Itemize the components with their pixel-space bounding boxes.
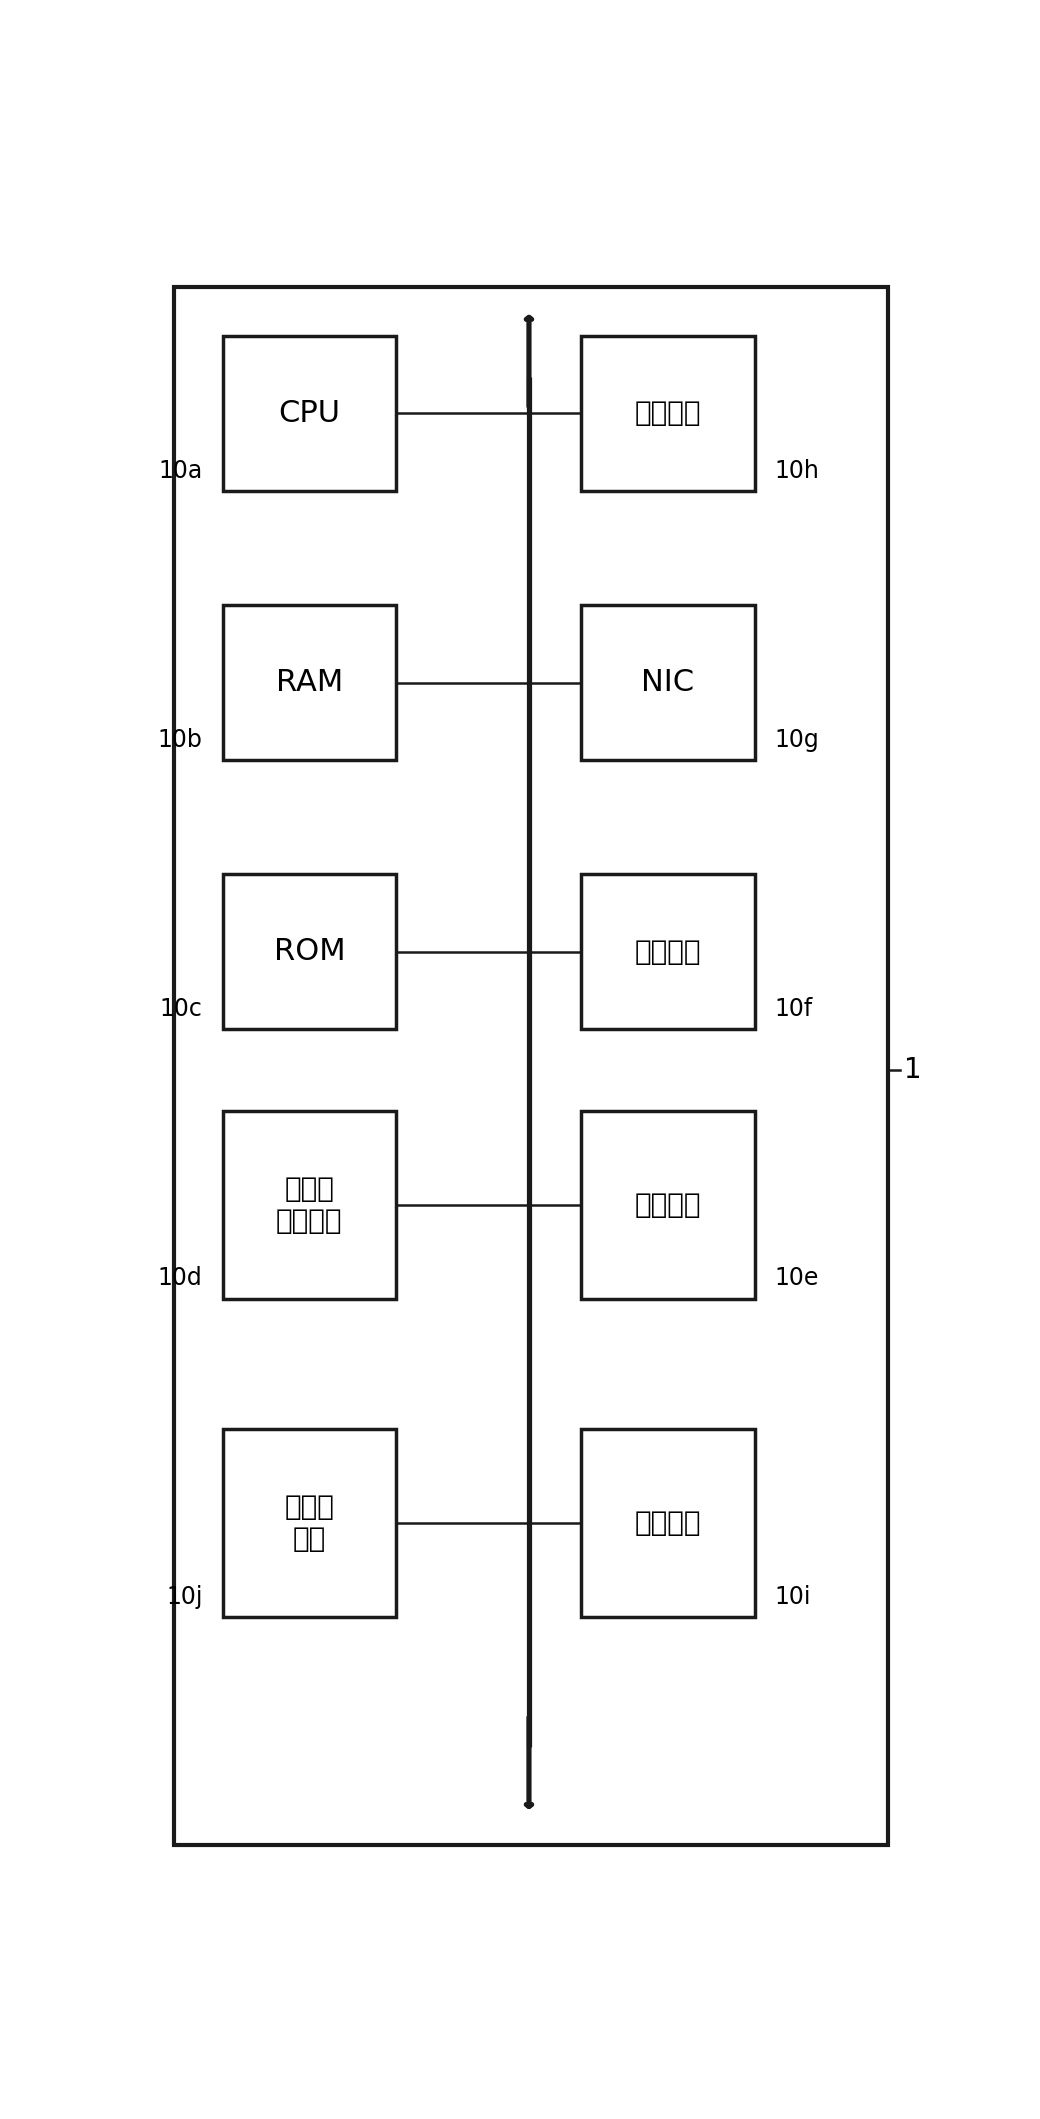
Bar [581, 1110, 755, 1299]
Text: 10e: 10e [775, 1267, 820, 1290]
Text: 10j: 10j [166, 1585, 203, 1608]
Text: 10h: 10h [775, 458, 820, 483]
Text: 打印单元: 打印单元 [634, 939, 701, 966]
Bar [223, 1110, 396, 1299]
Bar [581, 335, 755, 492]
Text: 扫描单元: 扫描单元 [634, 1191, 701, 1218]
Text: ROM: ROM [274, 937, 345, 966]
Text: 操作面板: 操作面板 [634, 398, 701, 428]
Text: 10i: 10i [775, 1585, 811, 1608]
Bar [223, 335, 396, 492]
Bar [175, 286, 888, 1846]
Text: 大容量
存储装置: 大容量 存储装置 [276, 1174, 342, 1235]
Text: 修整机
单元: 修整机 单元 [284, 1492, 334, 1553]
Text: 10f: 10f [775, 998, 813, 1021]
Bar [223, 875, 396, 1030]
Bar [581, 1428, 755, 1617]
Bar [223, 606, 396, 761]
Text: 10g: 10g [775, 729, 820, 752]
Text: CPU: CPU [279, 398, 340, 428]
Text: 10c: 10c [160, 998, 203, 1021]
Text: 传真单元: 传真单元 [634, 1509, 701, 1536]
Bar [581, 606, 755, 761]
Bar [223, 1428, 396, 1617]
Text: 10d: 10d [158, 1267, 203, 1290]
Text: RAM: RAM [276, 667, 343, 697]
Text: 10a: 10a [158, 458, 203, 483]
Text: 1: 1 [904, 1055, 921, 1085]
Bar [581, 875, 755, 1030]
Text: NIC: NIC [642, 667, 695, 697]
Text: 10b: 10b [158, 729, 203, 752]
